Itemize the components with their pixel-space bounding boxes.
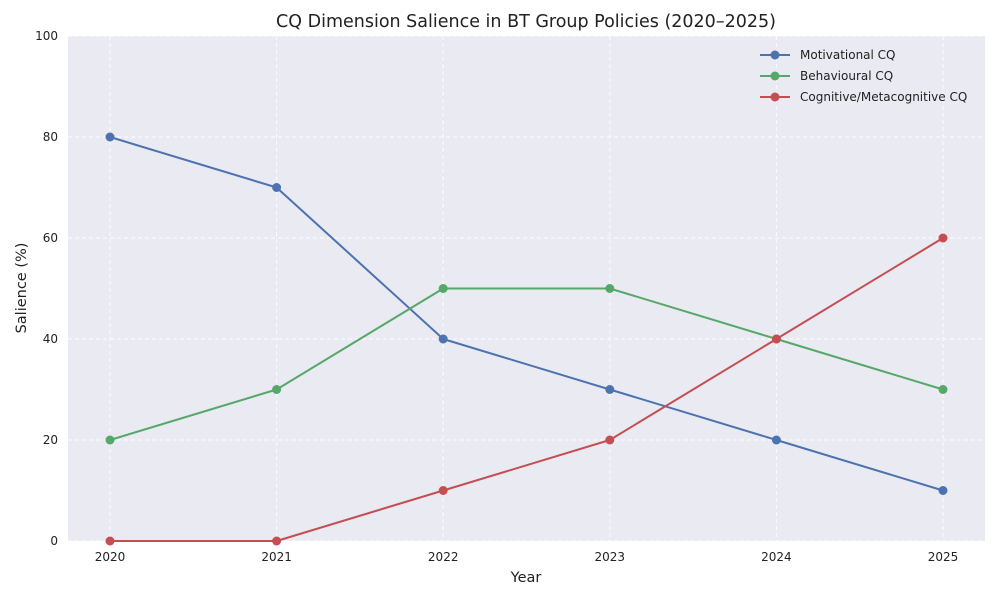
data-point — [105, 536, 115, 546]
data-point — [438, 334, 448, 344]
y-tick-label: 40 — [43, 332, 58, 346]
y-axis-label: Salience (%) — [14, 243, 30, 334]
data-point — [438, 284, 448, 293]
y-tick-label: 80 — [43, 130, 58, 144]
legend: Motivational CQ Behavioural CQ Cognitive/M… — [760, 48, 967, 104]
series-line — [109, 136, 944, 492]
y-tick-label: 0 — [50, 534, 58, 548]
series-line — [110, 237, 944, 542]
x-tick-label: 2021 — [261, 550, 292, 564]
data-point — [771, 334, 781, 344]
chart-title: CQ Dimension Salience in BT Group Polici… — [276, 12, 776, 32]
x-tick-label: 2024 — [761, 550, 792, 564]
y-axis-ticks: 0 20 40 60 80 100 — [35, 29, 58, 548]
series-behavioural-cq — [105, 284, 948, 445]
data-point — [272, 385, 282, 394]
data-point — [272, 536, 282, 546]
legend-item: Motivational CQ — [760, 48, 896, 62]
x-tick-label: 2025 — [928, 550, 959, 564]
legend-label: Motivational CQ — [800, 48, 896, 62]
legend-swatch-marker — [770, 92, 780, 102]
data-point — [605, 435, 615, 445]
data-point — [938, 385, 948, 394]
data-point — [438, 486, 448, 495]
data-point — [938, 233, 948, 243]
x-tick-label: 2022 — [428, 550, 459, 564]
data-point — [105, 132, 115, 142]
data-point — [605, 385, 615, 394]
data-point — [771, 435, 781, 445]
series-lines — [105, 132, 948, 546]
x-tick-label: 2023 — [595, 550, 626, 564]
x-tick-label: 2020 — [95, 550, 126, 564]
series-line — [109, 287, 944, 441]
y-tick-label: 20 — [43, 433, 58, 447]
legend-label: Cognitive/Metacognitive CQ — [800, 90, 967, 104]
series-cognitive-metacognitive-cq — [105, 233, 948, 546]
legend-item: Cognitive/Metacognitive CQ — [760, 90, 967, 104]
y-tick-label: 60 — [43, 231, 58, 245]
data-point — [272, 183, 282, 192]
gridlines — [68, 35, 985, 542]
data-point — [605, 284, 615, 293]
series-motivational-cq — [105, 132, 948, 495]
legend-swatch-marker — [770, 50, 780, 60]
x-axis-label: Year — [510, 570, 542, 586]
y-tick-label: 100 — [35, 29, 58, 43]
x-axis-ticks: 2020 2021 2022 2023 2024 2025 — [95, 550, 959, 564]
legend-label: Behavioural CQ — [800, 69, 893, 83]
legend-swatch-marker — [770, 71, 780, 81]
legend-item: Behavioural CQ — [760, 69, 893, 83]
data-point — [105, 435, 115, 445]
data-point — [938, 486, 948, 495]
